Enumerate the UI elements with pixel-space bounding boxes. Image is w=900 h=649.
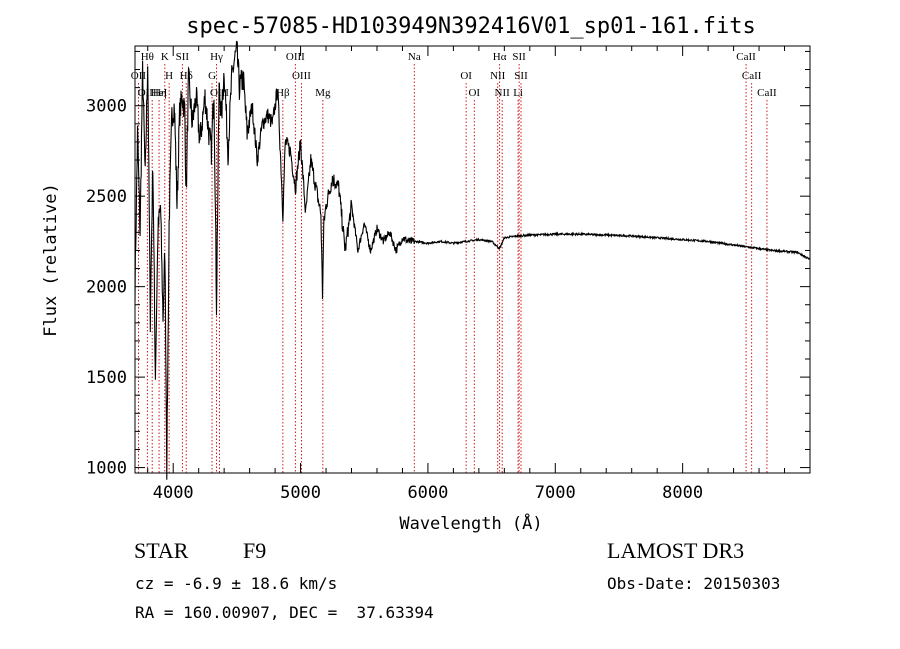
- line-markers: [137, 64, 768, 473]
- spectrum-chart: spec-57085-HD103949N392416V01_sp01-161.f…: [41, 14, 811, 534]
- line-label-CaII-8662: CaII: [757, 87, 777, 99]
- line-label-NII-6548: NII: [490, 70, 506, 82]
- x-tick-label: 6000: [407, 483, 448, 503]
- y-tick-label: 1000: [86, 459, 127, 479]
- y-tick-label: 2000: [86, 278, 127, 298]
- y-axis-label: Flux (relative): [41, 183, 61, 337]
- line-label-H: H: [165, 70, 173, 82]
- line-label-HeI: HeI: [151, 87, 168, 99]
- line-label-OI-6364: OI: [468, 87, 480, 99]
- coordinates-readout: RA = 160.00907, DEC = 37.63394: [135, 603, 434, 622]
- line-label-OIII-4959: OIII: [286, 51, 305, 63]
- x-tick-label: 8000: [662, 483, 703, 503]
- line-label-Hα: Hα: [493, 51, 507, 63]
- x-tick-label: 5000: [280, 483, 321, 503]
- line-label-H8: Hθ: [141, 51, 154, 63]
- line-label-OII: OII: [131, 70, 147, 82]
- line-label-Hδ: Hδ: [180, 70, 193, 82]
- object-subclass: F9: [243, 538, 267, 563]
- y-tick-label: 3000: [86, 97, 127, 117]
- line-label-NII-6583: NII: [495, 87, 511, 99]
- redshift-readout: cz = -6.9 ± 18.6 km/s: [135, 574, 338, 593]
- line-label-SII-6731: SII: [514, 70, 528, 82]
- line-label-OIII-5007: OIII: [292, 70, 311, 82]
- line-marker-labels: HθOIIOIIHηKHHeISIIHδOIIIHγGHβOIIIOIIIMgN…: [131, 51, 777, 99]
- line-label-Li: Li: [513, 87, 523, 99]
- axis-ticks: 4000 5000 6000 7000 8000 1000 1500 2000 2500 3000: [86, 46, 811, 503]
- plot-frame: [134, 45, 811, 474]
- line-label-Hγ: Hγ: [210, 51, 223, 63]
- line-label-Mg: Mg: [315, 87, 331, 99]
- line-label-Hη: OIIHη: [138, 87, 167, 99]
- chart-title: spec-57085-HD103949N392416V01_sp01-161.f…: [186, 14, 756, 39]
- line-label-SII: SII: [176, 51, 190, 63]
- y-tick-label: 2500: [86, 187, 127, 207]
- line-label-K: K: [161, 51, 169, 63]
- line-label-SII-6716: SII: [512, 51, 526, 63]
- x-axis-label: Wavelength (Å): [399, 512, 542, 534]
- line-label-CaII-8542: CaII: [742, 70, 762, 82]
- spectrum-series-line: [134, 40, 811, 480]
- line-label-Na: Na: [408, 51, 421, 63]
- line-label-OI-6300: OI: [460, 70, 472, 82]
- observation-date: Obs-Date: 20150303: [607, 574, 781, 593]
- line-label-Hβ: Hβ: [276, 87, 290, 99]
- survey-name: LAMOST DR3: [607, 538, 745, 563]
- object-class: STAR: [134, 538, 189, 563]
- line-label-G: G: [208, 70, 216, 82]
- line-label-CaII-8498: CaII: [736, 51, 756, 63]
- y-tick-label: 1500: [86, 368, 127, 388]
- x-tick-label: 7000: [535, 483, 576, 503]
- x-tick-label: 4000: [153, 483, 194, 503]
